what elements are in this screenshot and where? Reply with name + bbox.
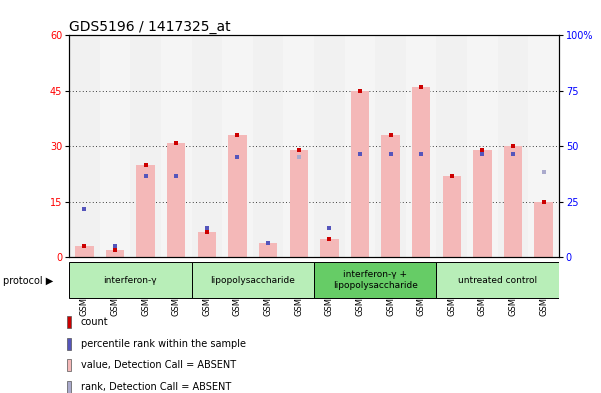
Bar (67, 381, 72, 393)
Bar (106, 250, 124, 257)
Bar (67, 338, 72, 350)
Bar (314, 262, 436, 298)
Bar (100, 35, 130, 257)
Bar (473, 150, 492, 257)
Text: interferon-γ +
lipopolysaccharide: interferon-γ + lipopolysaccharide (333, 270, 418, 290)
Bar (344, 35, 375, 257)
Bar (259, 242, 277, 257)
Bar (382, 135, 400, 257)
Text: untreated control: untreated control (458, 275, 537, 285)
Bar (192, 35, 222, 257)
Bar (67, 316, 72, 328)
Text: count: count (81, 317, 108, 327)
Bar (290, 150, 308, 257)
Bar (161, 35, 192, 257)
Bar (136, 165, 155, 257)
Bar (69, 35, 100, 257)
Bar (284, 35, 314, 257)
Bar (75, 246, 94, 257)
Bar (504, 146, 522, 257)
Text: protocol ▶: protocol ▶ (3, 276, 53, 286)
Text: lipopolysaccharide: lipopolysaccharide (210, 275, 295, 285)
Bar (67, 360, 72, 371)
Bar (253, 35, 284, 257)
Bar (130, 35, 161, 257)
Bar (467, 35, 498, 257)
Bar (192, 262, 314, 298)
Bar (198, 231, 216, 257)
Text: value, Detection Call = ABSENT: value, Detection Call = ABSENT (81, 360, 236, 370)
Bar (412, 87, 430, 257)
Bar (69, 262, 192, 298)
Bar (320, 239, 338, 257)
Bar (375, 35, 406, 257)
Text: interferon-γ: interferon-γ (103, 275, 157, 285)
Bar (167, 143, 186, 257)
Bar (436, 35, 467, 257)
Bar (528, 35, 559, 257)
Bar (436, 262, 559, 298)
Bar (534, 202, 553, 257)
Bar (442, 176, 461, 257)
Text: GDS5196 / 1417325_at: GDS5196 / 1417325_at (69, 20, 231, 34)
Text: percentile rank within the sample: percentile rank within the sample (81, 339, 246, 349)
Bar (498, 35, 528, 257)
Bar (314, 35, 344, 257)
Bar (351, 91, 369, 257)
Text: rank, Detection Call = ABSENT: rank, Detection Call = ABSENT (81, 382, 231, 392)
Bar (222, 35, 253, 257)
Bar (406, 35, 436, 257)
Bar (228, 135, 246, 257)
